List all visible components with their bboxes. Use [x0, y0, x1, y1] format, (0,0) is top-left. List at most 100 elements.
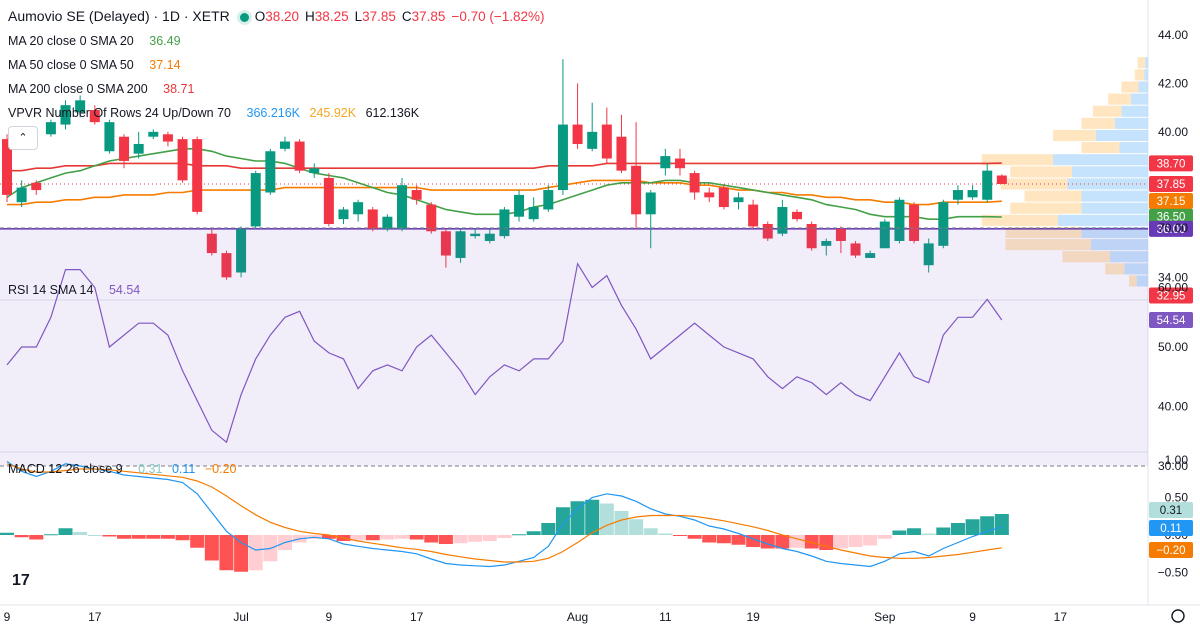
candle-body — [952, 190, 963, 200]
candle-body — [762, 224, 773, 239]
market-status-icon — [239, 12, 249, 22]
macd-legend[interactable]: MACD 12 26 close 9 0.31 0.11 −0.20 — [8, 462, 242, 476]
vpvr-row-down — [1145, 57, 1148, 69]
candle-body — [631, 165, 642, 215]
candle-body — [31, 182, 42, 191]
vpvr-row-down — [1119, 142, 1148, 154]
ma200-label: MA 200 close 0 SMA 200 — [8, 82, 148, 96]
candle-body — [528, 207, 539, 220]
macd-hist-bar — [482, 535, 497, 541]
candle-body — [89, 110, 100, 123]
candle-body — [748, 204, 759, 227]
candle-body — [879, 221, 890, 249]
date-tick-label: 9 — [4, 610, 11, 624]
price-axis-badge — [1149, 287, 1193, 304]
rsi-band — [0, 228, 1148, 466]
date-tick-label: Jul — [233, 610, 248, 624]
macd-hist-bar — [716, 535, 731, 544]
macd-hist-bar — [365, 535, 380, 541]
rsi-axis-badge-text: 54.54 — [1157, 315, 1186, 327]
macd-hist-bar — [160, 535, 175, 539]
vpvr-row-up — [1121, 81, 1139, 93]
macd-hist-bar — [526, 531, 541, 535]
vpvr-row-up — [1081, 117, 1115, 129]
candle-body — [250, 173, 261, 227]
vpvr-label: VPVR Number Of Rows 24 Up/Down 70 — [8, 106, 232, 120]
vpvr-row-down — [1124, 263, 1148, 275]
vpvr-row-up — [981, 154, 1053, 166]
price-tick-label: 42.00 — [1158, 76, 1188, 90]
date-tick-label: Sep — [874, 610, 896, 624]
candle-body — [982, 170, 993, 200]
vpvr-row-up — [1129, 275, 1137, 287]
macd-signal-value: −0.20 — [204, 462, 237, 476]
macd-hist-bar — [863, 535, 878, 546]
vpvr-row-up — [981, 214, 1058, 226]
vpvr-up-value: 366.216K — [246, 106, 301, 120]
macd-axis-badge — [1149, 520, 1193, 536]
vpvr-row-up — [1053, 129, 1096, 142]
vpvr-total-value: 612.136K — [365, 106, 420, 120]
candle-body — [645, 192, 656, 215]
ma20-value: 36.49 — [149, 34, 181, 48]
candle-body — [2, 139, 12, 195]
macd-hist-bar — [921, 533, 936, 535]
tradingview-logo[interactable]: 17 — [12, 572, 30, 589]
candle-body — [777, 207, 788, 234]
date-tick-label: 19 — [746, 610, 760, 624]
macd-hist-bar — [73, 532, 88, 535]
macd-hist-bar — [907, 528, 922, 535]
ma50-legend[interactable]: MA 50 close 0 SMA 50 37.14 — [8, 58, 187, 72]
macd-hist-bar — [204, 535, 219, 561]
macd-hist-bar — [629, 519, 644, 535]
settings-gear-icon[interactable] — [1171, 609, 1185, 623]
vpvr-row-down — [1081, 226, 1148, 239]
candle-body — [689, 173, 700, 193]
macd-hist-bar — [424, 535, 439, 543]
candle-body — [411, 190, 422, 200]
rsi-tick-label: 50.00 — [1158, 340, 1188, 354]
candle-body — [543, 190, 554, 210]
ma200-legend[interactable]: MA 200 close 0 SMA 200 38.71 — [8, 82, 200, 96]
candle-body — [294, 141, 305, 171]
candle-body — [616, 136, 627, 171]
rsi-legend[interactable]: RSI 14 SMA 14 54.54 — [8, 283, 146, 297]
candle-body — [338, 209, 349, 220]
high-value: 38.25 — [314, 9, 349, 24]
collapse-legend-button[interactable]: ⌃ — [8, 126, 38, 150]
candle-body — [572, 124, 583, 144]
macd-axis-badge — [1149, 542, 1193, 558]
candle-body — [455, 231, 466, 258]
candle-body — [938, 202, 949, 246]
vpvr-down-value: 245.92K — [309, 106, 357, 120]
vpvr-legend[interactable]: VPVR Number Of Rows 24 Up/Down 70 366.21… — [8, 106, 425, 120]
candle-body — [162, 134, 173, 142]
rsi-tick-label: 40.00 — [1158, 400, 1188, 414]
ma20-legend[interactable]: MA 20 close 0 SMA 20 36.49 — [8, 34, 187, 48]
vpvr-row-down — [1114, 117, 1148, 129]
vpvr-profile — [981, 57, 1148, 287]
macd-hist-bar — [936, 527, 951, 535]
macd-line — [6, 461, 1002, 568]
vpvr-row-up — [1062, 251, 1110, 263]
macd-hist-bar — [146, 535, 161, 539]
candle-body — [309, 168, 320, 174]
vpvr-row-up — [1108, 93, 1131, 105]
macd-hist-bar — [877, 535, 892, 539]
vpvr-row-down — [1053, 154, 1148, 166]
macd-hist-bar — [965, 519, 980, 535]
candle-body — [353, 202, 364, 215]
symbol-title[interactable]: Aumovio SE (Delayed) · 1D · XETR — [8, 8, 230, 24]
price-axis-badge — [1149, 220, 1193, 237]
candle-body — [470, 233, 481, 237]
candle-body — [674, 158, 685, 169]
high-label: H — [305, 9, 315, 24]
vpvr-row-down — [1110, 251, 1148, 263]
vpvr-row-down — [1081, 190, 1148, 202]
macd-hist-bar — [541, 523, 556, 535]
macd-hist-bar — [438, 535, 453, 544]
vpvr-row-up — [1010, 202, 1082, 214]
macd-hist-bar — [643, 528, 658, 535]
rsi-tick-label: 60.00 — [1158, 281, 1188, 295]
